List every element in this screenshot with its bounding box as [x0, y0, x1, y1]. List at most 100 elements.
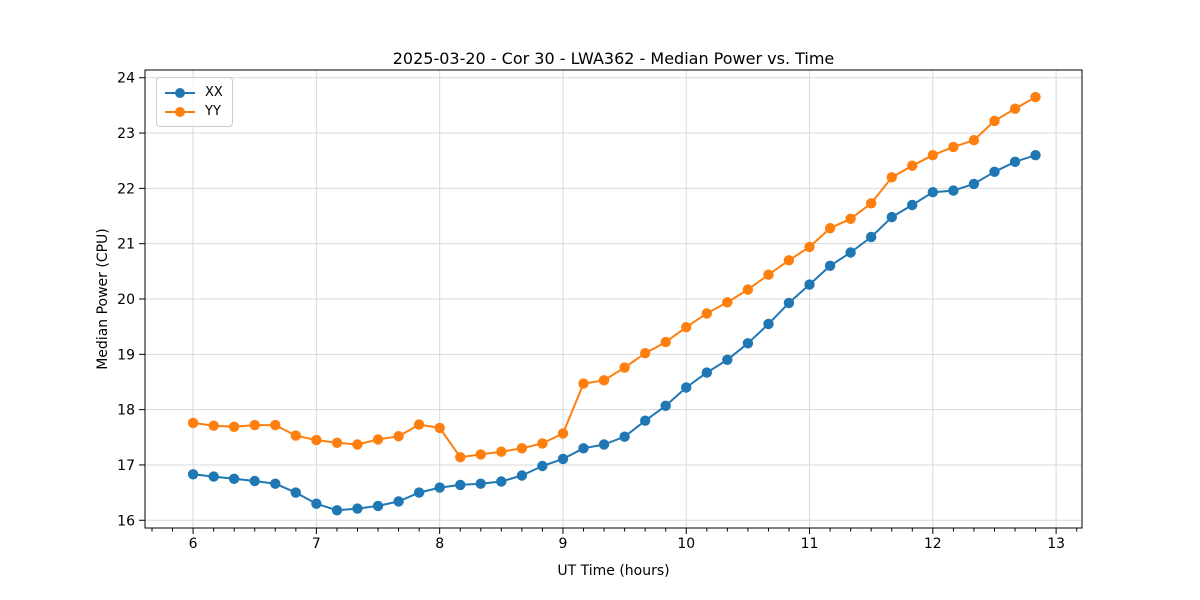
y-tick-label: 16: [117, 513, 135, 529]
data-point-yy: [948, 141, 959, 153]
data-point-yy: [372, 434, 384, 445]
y-tick-label: 18: [117, 403, 135, 419]
data-point-yy: [866, 198, 877, 209]
data-point-yy: [640, 348, 651, 359]
data-point-xx: [413, 487, 425, 498]
data-point-xx: [311, 498, 322, 509]
data-point-yy: [455, 452, 466, 463]
data-point-xx: [290, 487, 301, 498]
data-point-xx: [660, 400, 671, 411]
data-point-yy: [352, 439, 363, 450]
x-axis-label: UT Time (hours): [557, 563, 670, 579]
data-point-yy: [208, 420, 219, 431]
data-point-yy: [804, 241, 815, 253]
data-point-yy: [516, 443, 528, 454]
data-point-yy: [824, 223, 836, 234]
data-point-yy: [619, 362, 630, 373]
legend-label-xx: XX: [205, 85, 223, 100]
data-point-yy: [537, 438, 548, 449]
data-point-xx: [722, 354, 733, 365]
data-point-yy: [845, 213, 856, 224]
y-tick-label: 23: [117, 126, 135, 142]
data-point-yy: [187, 417, 199, 429]
legend: XX YY: [156, 77, 233, 127]
data-point-xx: [475, 478, 486, 489]
data-point-xx: [845, 247, 856, 258]
data-point-xx: [866, 231, 877, 243]
data-point-xx: [331, 505, 343, 516]
y-tick-label: 19: [117, 347, 135, 363]
x-tick-label: 7: [312, 536, 321, 552]
data-point-xx: [249, 475, 260, 487]
data-point-yy: [1030, 91, 1041, 103]
data-point-yy: [249, 419, 260, 431]
data-point-yy: [722, 297, 733, 308]
legend-line-marker-icon: [165, 87, 195, 98]
data-point-xx: [393, 496, 404, 507]
data-point-yy: [578, 378, 589, 389]
data-point-xx: [701, 367, 712, 378]
legend-item-yy: YY: [164, 102, 225, 121]
data-point-xx: [578, 443, 589, 454]
data-point-xx: [372, 500, 384, 512]
data-point-xx: [804, 279, 815, 290]
data-point-xx: [516, 470, 528, 481]
data-point-xx: [968, 178, 980, 190]
legend-item-xx: XX: [164, 83, 225, 102]
data-point-xx: [619, 431, 630, 442]
legend-label-yy: YY: [205, 104, 221, 119]
x-axis: 6 7 8 9 10 11 12 13: [151, 528, 1078, 552]
data-point-yy: [228, 421, 240, 432]
data-point-xx: [434, 482, 445, 493]
grid: [145, 70, 1082, 528]
data-point-yy: [290, 430, 301, 441]
data-point-xx: [228, 473, 240, 484]
x-tick-label: 12: [924, 536, 942, 552]
data-point-xx: [187, 469, 199, 480]
data-point-yy: [701, 308, 712, 319]
data-point-xx: [886, 211, 897, 223]
data-point-yy: [557, 428, 569, 439]
data-point-yy: [907, 160, 918, 171]
data-point-yy: [413, 419, 425, 430]
data-point-yy: [660, 336, 671, 348]
data-point-xx: [907, 199, 918, 211]
series-yy: [187, 91, 1041, 463]
data-point-xx: [496, 476, 507, 487]
x-tick-label: 6: [189, 536, 198, 552]
data-point-xx: [681, 382, 692, 393]
x-tick-label: 13: [1047, 536, 1065, 552]
data-point-xx: [989, 166, 1000, 177]
data-point-yy: [311, 434, 322, 446]
chart-title: 2025-03-20 - Cor 30 - LWA362 - Median Po…: [392, 49, 835, 68]
x-tick-label: 10: [677, 536, 695, 552]
data-point-yy: [331, 437, 343, 448]
data-point-xx: [208, 471, 219, 482]
data-point-xx: [927, 187, 938, 198]
data-point-xx: [742, 338, 754, 349]
data-point-yy: [742, 284, 754, 295]
series-xx: [187, 150, 1041, 516]
data-point-yy: [681, 322, 692, 333]
data-point-xx: [783, 297, 795, 309]
y-tick-label: 21: [117, 237, 135, 253]
data-point-yy: [989, 115, 1000, 127]
data-point-yy: [475, 449, 486, 460]
data-point-xx: [1030, 150, 1041, 161]
data-point-yy: [886, 172, 897, 183]
data-point-yy: [270, 419, 281, 431]
data-point-yy: [968, 135, 980, 146]
data-point-yy: [1009, 103, 1021, 114]
data-point-yy: [783, 255, 795, 266]
data-point-yy: [496, 446, 507, 457]
data-point-yy: [393, 431, 404, 442]
x-tick-label: 8: [435, 536, 444, 552]
data-point-xx: [598, 439, 610, 450]
y-axis: 16 17 18 19 20 21 22 23 24: [117, 71, 145, 529]
data-point-xx: [557, 453, 569, 465]
y-tick-label: 24: [117, 71, 135, 87]
data-point-xx: [270, 478, 281, 489]
y-tick-label: 20: [117, 292, 135, 308]
